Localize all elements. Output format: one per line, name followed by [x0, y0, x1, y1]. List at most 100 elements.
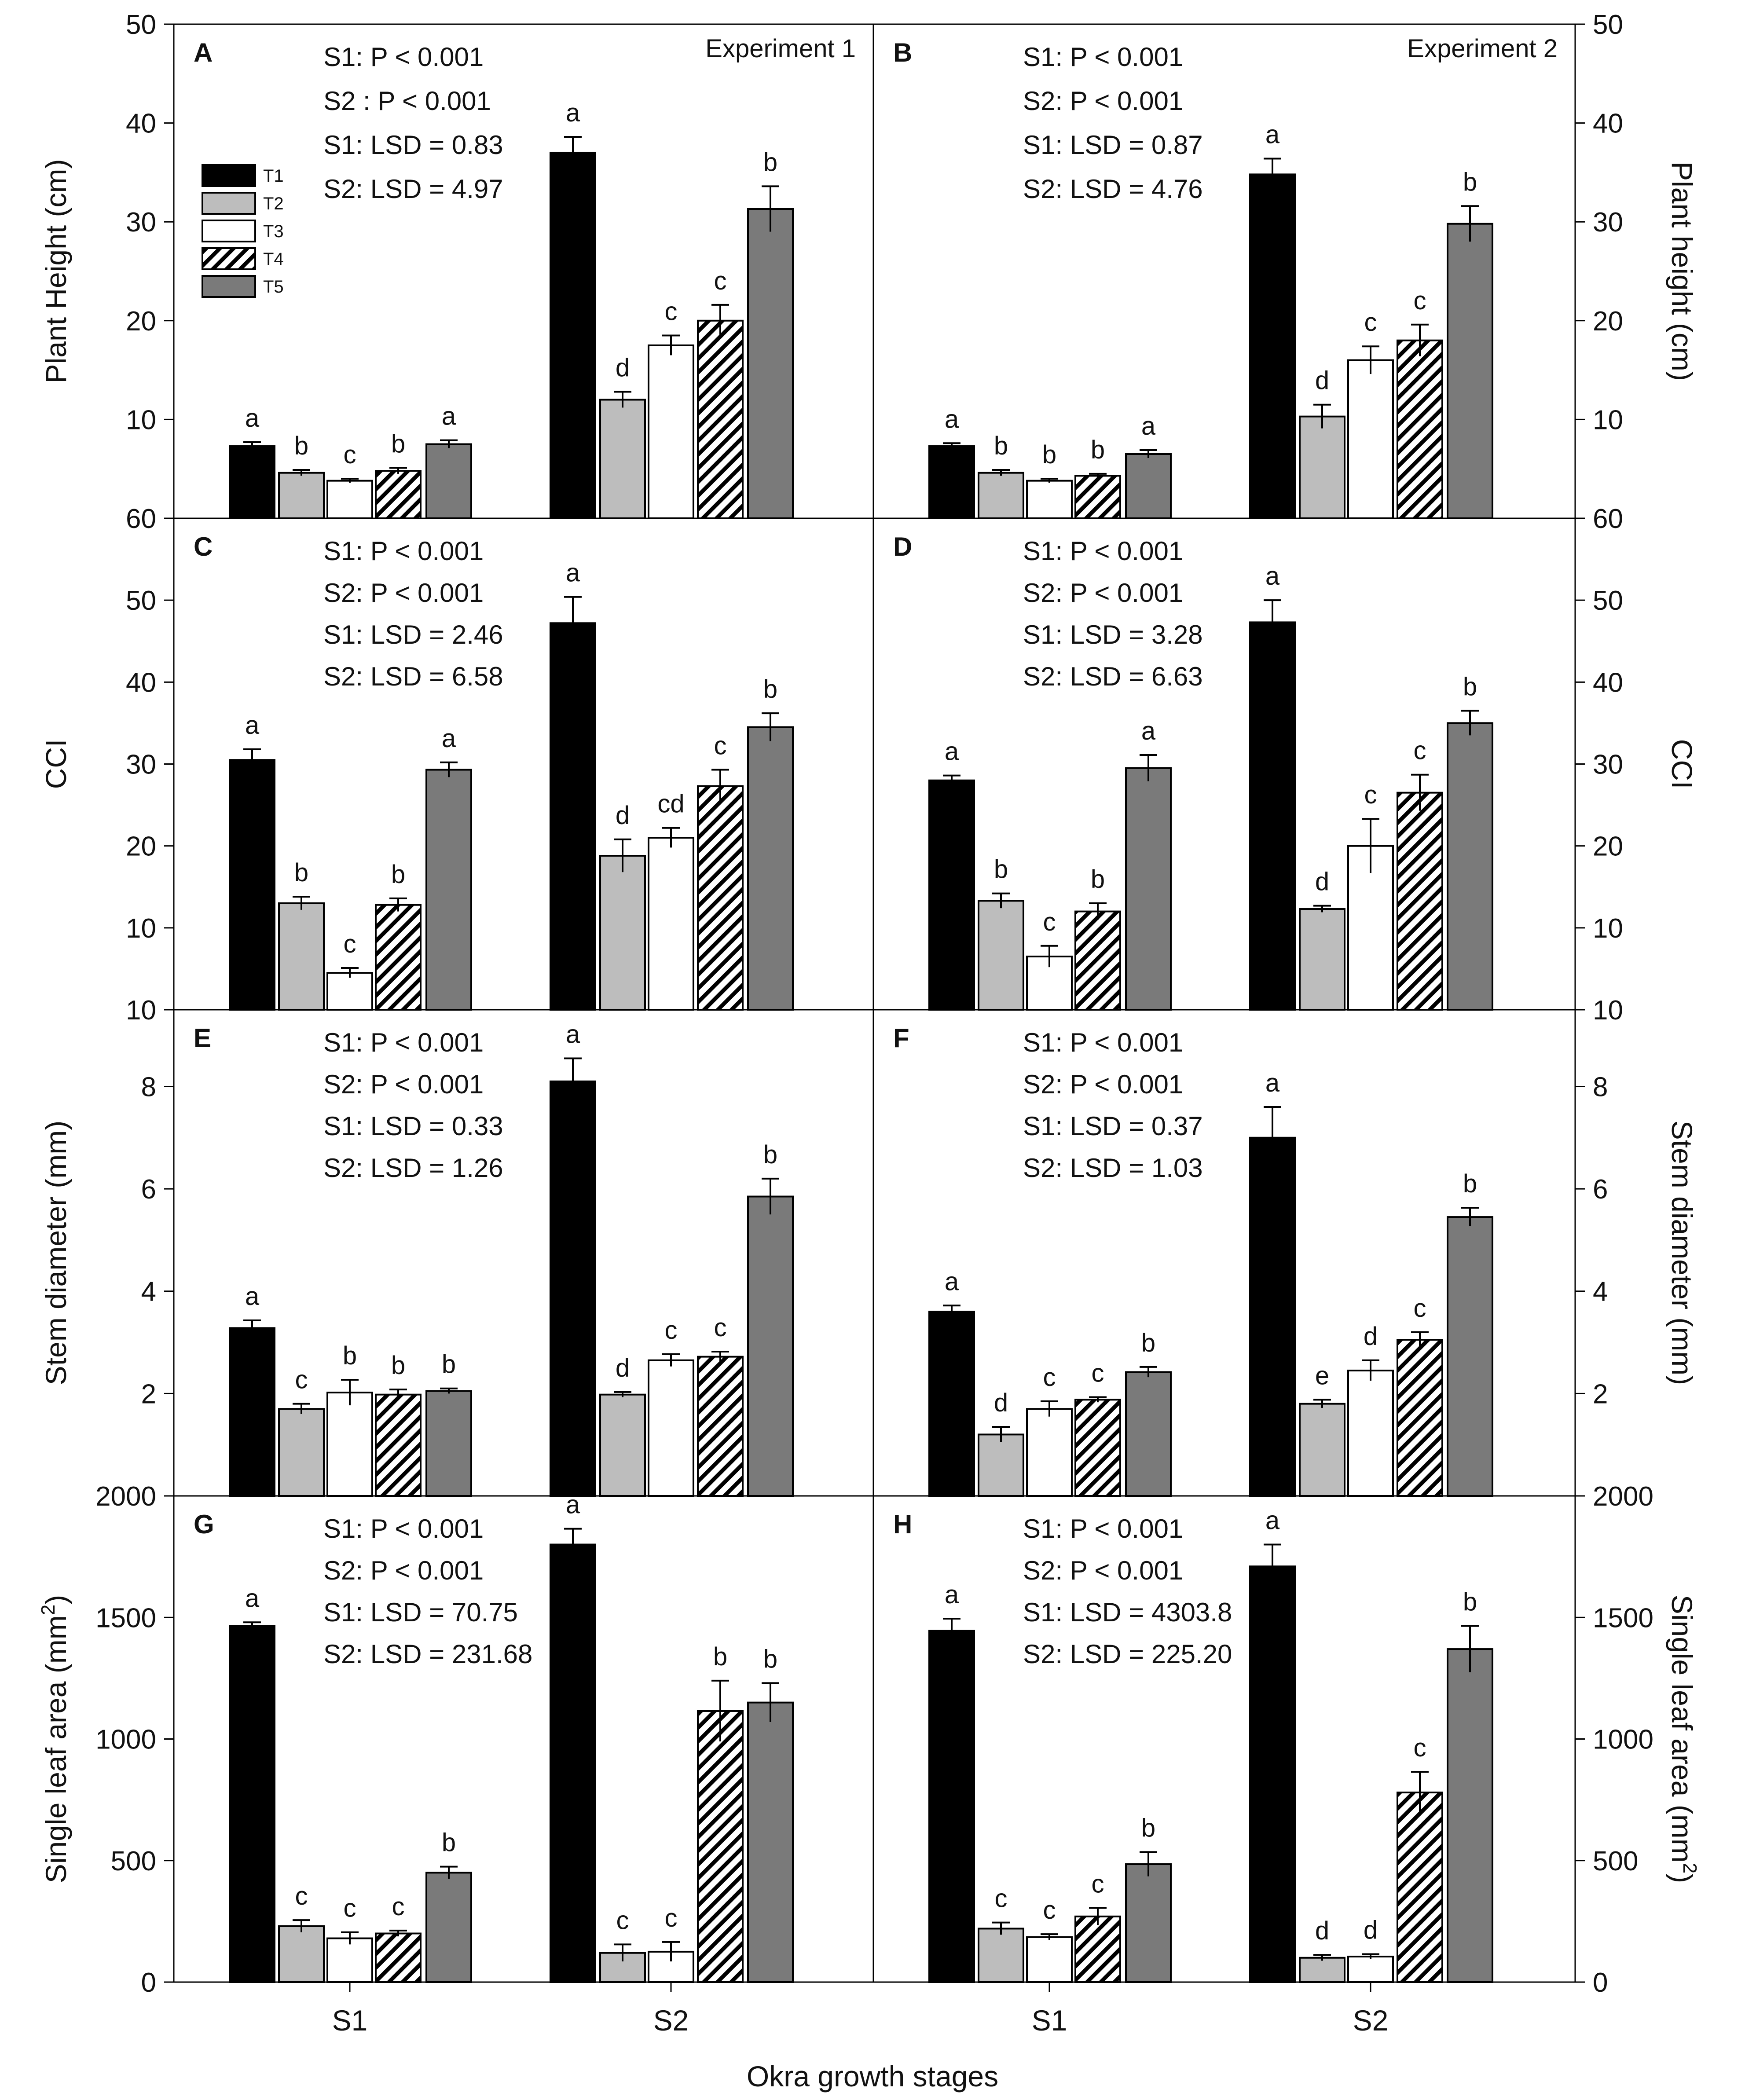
legend-label: T1	[263, 166, 284, 186]
y-tick-label: 1500	[1593, 1603, 1653, 1633]
bar-T5-S2	[747, 726, 794, 1011]
significance-letter: c	[714, 732, 727, 760]
bar-T1-S1	[928, 1311, 975, 1497]
panel-C: 10 10 20 30 40 50 60 CCI C S1: P < 0.001 S2: P < 0…	[40, 504, 874, 1026]
significance-letter: b	[391, 1351, 405, 1380]
x-tick-label: S2	[653, 2004, 689, 2037]
significance-letter: b	[763, 1645, 777, 1673]
bar-T4-S2	[697, 1710, 744, 1983]
y-axis-label-superscript: 2	[1679, 1863, 1701, 1873]
bar-T3-S1	[326, 1392, 373, 1497]
stat-line: S1: P < 0.001	[1023, 536, 1183, 566]
x-tick-label: S1	[332, 2004, 368, 2037]
panel-D: 10 10 20 30 40 50 60 CCI D S1: P < 0.001 S2: P < 0…	[872, 504, 1698, 1026]
bar-T5-S1	[1125, 767, 1172, 1011]
legend-swatch-T1	[202, 164, 256, 187]
significance-letter: c	[1043, 1896, 1056, 1924]
significance-letter: a	[1141, 717, 1156, 745]
significance-letter: a	[945, 1267, 959, 1296]
y-tick-label: 20	[126, 832, 156, 862]
y-tick-label: 50	[126, 586, 156, 616]
bar-T3-S1	[326, 1937, 373, 1983]
bar-T1-S2	[550, 1543, 596, 1983]
significance-letter: a	[1265, 1069, 1280, 1097]
stat-line: S2: LSD = 6.58	[323, 662, 503, 691]
y-axis-label-text: CCI	[40, 739, 72, 789]
significance-letter: a	[566, 1491, 580, 1519]
legend-swatch-T3	[202, 220, 256, 242]
significance-letter: b	[1463, 1169, 1477, 1198]
y-axis-label: Single leaf area (mm2)	[1666, 1595, 1701, 1883]
significance-letter: d	[1364, 1916, 1378, 1944]
significance-letter: a	[566, 99, 580, 127]
bar-T2-S1	[978, 1928, 1024, 1983]
stat-line: S1: P < 0.001	[323, 1028, 484, 1057]
panel-F: 2 4 6 8 Stem diameter (mm) F S1: P < 0.001 S2: …	[872, 1009, 1698, 1497]
bar-T4-S2	[697, 1356, 744, 1497]
significance-letter: c	[344, 440, 356, 469]
bar-T4-S2	[697, 785, 744, 1011]
significance-letter: c	[1414, 1294, 1426, 1323]
y-tick-label: 2	[1593, 1379, 1608, 1409]
bar-T3-S2	[1347, 1370, 1394, 1497]
significance-letter: b	[1042, 440, 1056, 469]
stat-line: S2: LSD = 6.63	[1023, 662, 1203, 691]
bar-T2-S1	[978, 472, 1024, 519]
y-tick-label: 8	[141, 1072, 156, 1102]
stat-line: S1: P < 0.001	[323, 1514, 484, 1543]
significance-letter: c	[295, 1882, 308, 1910]
y-tick-label: 60	[126, 504, 156, 534]
y-tick-label: 1000	[1593, 1725, 1653, 1755]
bar-T4-S2	[1397, 1792, 1443, 1983]
panel-G: 0 500 1000 1500 2000 Single leaf area (mm2) G S…	[37, 1481, 874, 2037]
significance-letter: c	[1414, 737, 1426, 765]
significance-letter: d	[616, 801, 630, 830]
significance-letter: a	[945, 737, 959, 766]
significance-letter: d	[1315, 366, 1329, 395]
y-tick-label: 1000	[95, 1725, 156, 1755]
bar-T1-S2	[1249, 1565, 1296, 1983]
significance-letter: a	[442, 402, 456, 431]
y-tick-label: 0	[141, 1968, 156, 1998]
bar-T2-S1	[278, 1925, 325, 1983]
y-tick-label: 6	[141, 1174, 156, 1205]
stat-line: S1: LSD = 0.37	[1023, 1111, 1203, 1141]
significance-letter: b	[1463, 1588, 1477, 1616]
stat-line: S2: P < 0.001	[1023, 86, 1183, 116]
y-tick-label: 2	[141, 1379, 156, 1409]
panel-letter: A	[194, 38, 213, 67]
significance-letter: b	[1091, 436, 1105, 464]
significance-letter: c	[392, 1892, 405, 1921]
y-tick-label: 500	[1593, 1846, 1638, 1876]
stat-line: S2: P < 0.001	[323, 578, 484, 608]
significance-letter: b	[713, 1642, 727, 1671]
significance-letter: b	[391, 429, 405, 458]
y-tick-label: 50	[1593, 586, 1623, 616]
y-tick-label: 40	[1593, 667, 1623, 698]
bar-T4-S1	[375, 470, 422, 520]
y-tick-label: 4	[141, 1277, 156, 1307]
bar-T1-S2	[1249, 173, 1296, 519]
significance-letter: b	[763, 1140, 777, 1169]
y-axis-label: Stem diameter (mm)	[40, 1121, 72, 1385]
stat-line: S1: LSD = 0.83	[323, 130, 503, 160]
bar-T4-S2	[1397, 339, 1443, 519]
legend-label: T4	[263, 249, 284, 269]
y-tick-label: 20	[1593, 832, 1623, 862]
significance-letter: c	[1092, 1359, 1104, 1388]
experiment-label: Experiment 2	[1407, 34, 1558, 63]
significance-letter: a	[245, 711, 260, 740]
y-tick-label: 0	[1593, 1968, 1608, 1998]
bar-T5-S2	[1447, 223, 1493, 519]
bar-T1-S1	[229, 1625, 275, 1983]
bar-T5-S1	[425, 443, 472, 519]
bar-T3-S1	[1026, 1408, 1073, 1497]
legend-swatch-T4	[202, 247, 256, 270]
bar-T1-S1	[229, 1327, 275, 1497]
significance-letter: d	[616, 354, 630, 382]
significance-letter: c	[1043, 908, 1056, 936]
significance-letter: a	[945, 405, 959, 433]
y-axis-label: CCI	[40, 739, 72, 789]
significance-letter: e	[1315, 1361, 1329, 1390]
